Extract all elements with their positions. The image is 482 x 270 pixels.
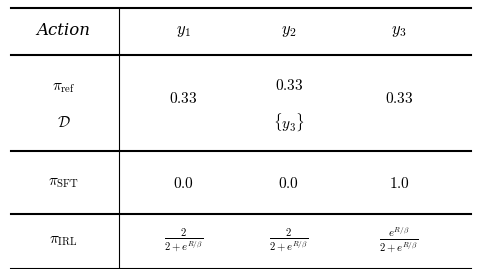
- Text: $\{y_3\}$: $\{y_3\}$: [273, 112, 305, 134]
- Text: $\pi_\mathrm{SFT}$: $\pi_\mathrm{SFT}$: [48, 176, 79, 190]
- Text: $y_3$: $y_3$: [391, 22, 407, 39]
- Text: $\frac{2}{2+e^{R/\beta}}$: $\frac{2}{2+e^{R/\beta}}$: [269, 227, 308, 255]
- Text: $y_1$: $y_1$: [176, 22, 191, 39]
- Text: $\pi_\mathrm{IRL}$: $\pi_\mathrm{IRL}$: [50, 234, 78, 248]
- Text: $\pi_\mathrm{ref}$: $\pi_\mathrm{ref}$: [52, 81, 75, 95]
- Text: Action: Action: [37, 22, 91, 39]
- Text: $0.0$: $0.0$: [279, 176, 299, 191]
- Text: $0.33$: $0.33$: [385, 92, 414, 106]
- Text: $0.33$: $0.33$: [275, 78, 303, 93]
- Text: $\frac{2}{2+e^{R/\beta}}$: $\frac{2}{2+e^{R/\beta}}$: [164, 227, 203, 255]
- Text: $\frac{e^{R/\beta}}{2+e^{R/\beta}}$: $\frac{e^{R/\beta}}{2+e^{R/\beta}}$: [379, 226, 419, 255]
- Text: $0.33$: $0.33$: [169, 92, 198, 106]
- Text: $1.0$: $1.0$: [388, 176, 410, 191]
- Text: $0.0$: $0.0$: [173, 176, 194, 191]
- Text: $\mathcal{D}$: $\mathcal{D}$: [57, 116, 70, 130]
- Text: $y_2$: $y_2$: [281, 22, 296, 39]
